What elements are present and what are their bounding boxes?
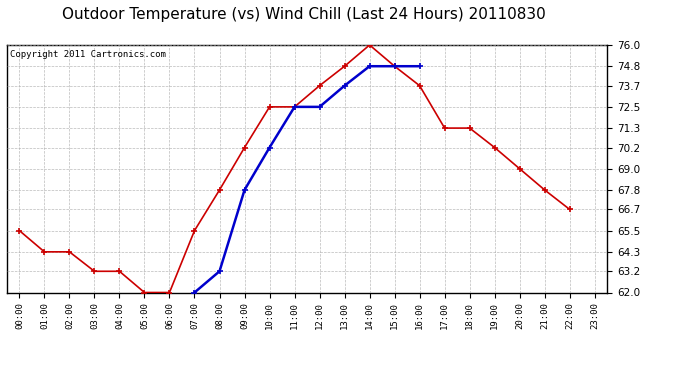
Text: Copyright 2011 Cartronics.com: Copyright 2011 Cartronics.com [10,50,166,59]
Text: Outdoor Temperature (vs) Wind Chill (Last 24 Hours) 20110830: Outdoor Temperature (vs) Wind Chill (Las… [61,8,546,22]
